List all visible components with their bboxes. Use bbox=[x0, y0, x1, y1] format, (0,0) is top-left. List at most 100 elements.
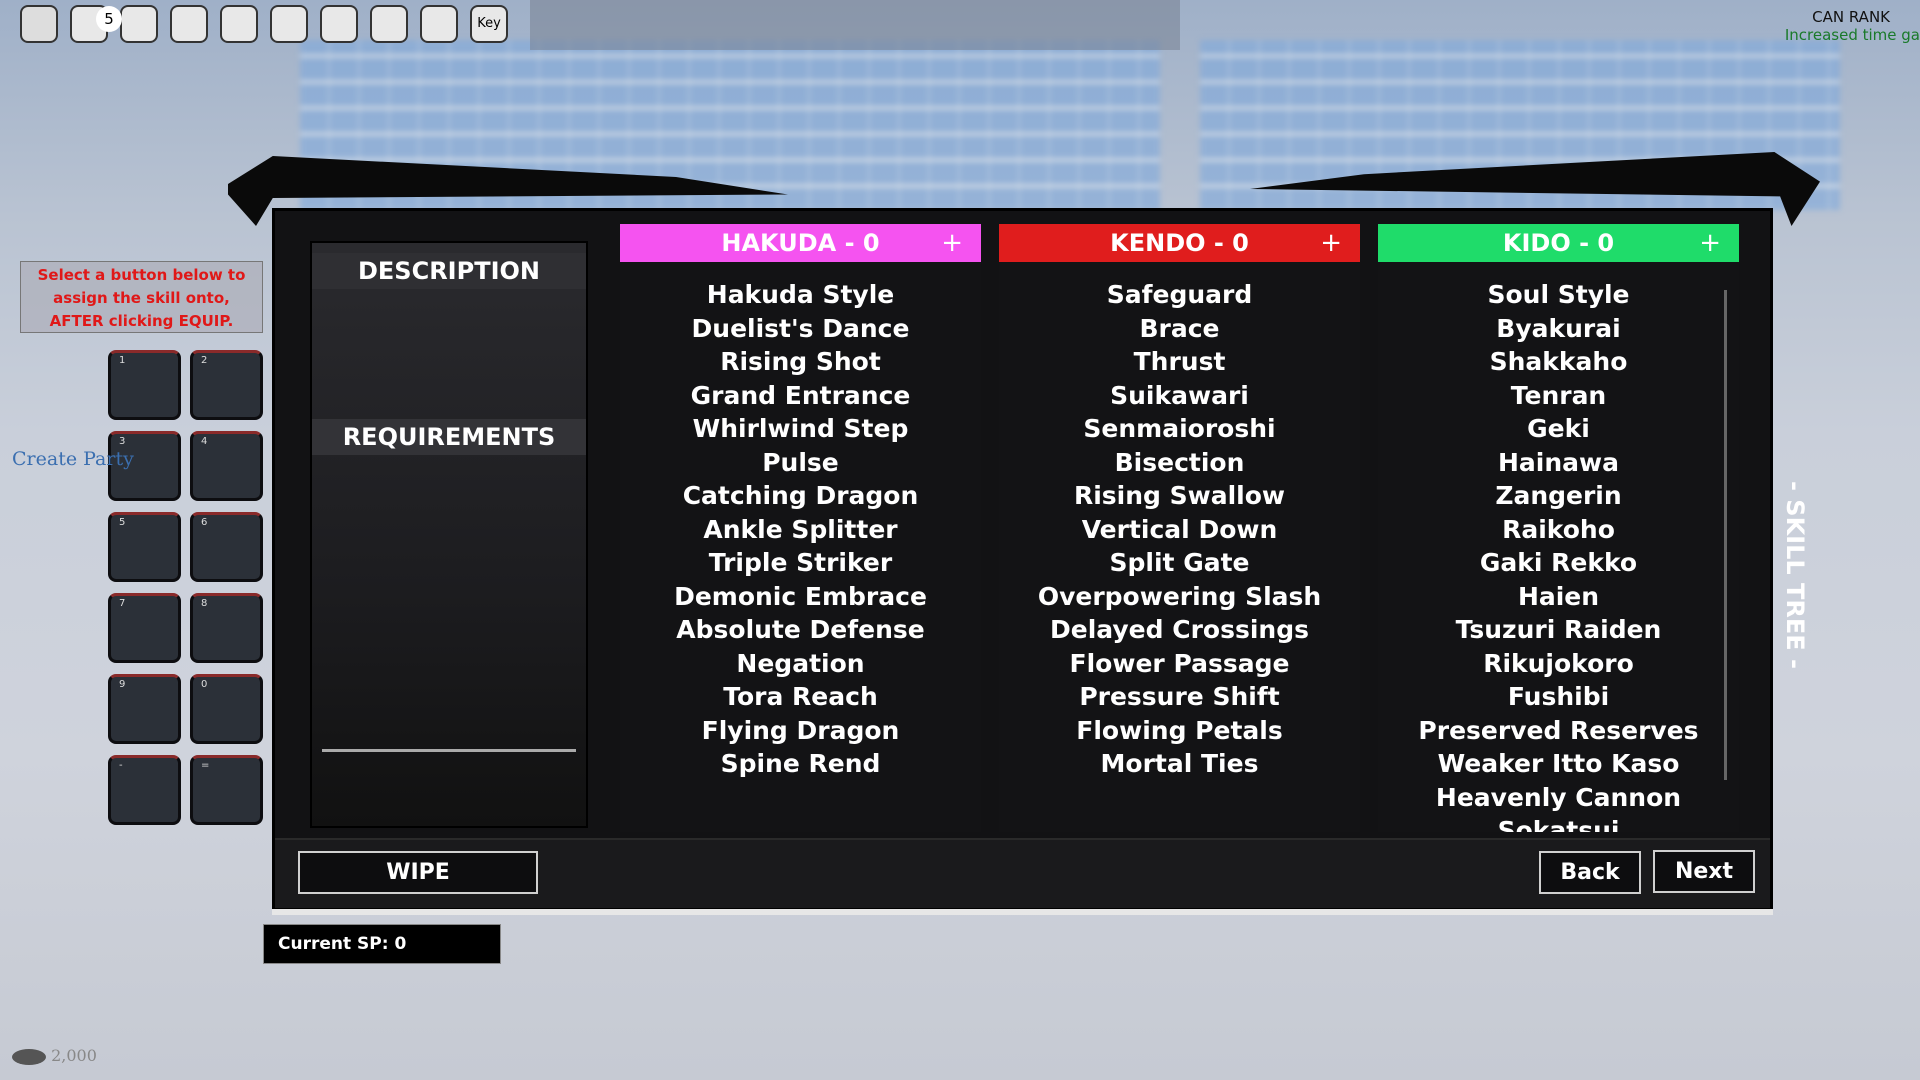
skill-item[interactable]: Bisection bbox=[1114, 447, 1245, 477]
currency-icon bbox=[12, 1048, 46, 1065]
skill-item[interactable]: Rising Swallow bbox=[1073, 481, 1286, 510]
skill-item[interactable]: Whirlwind Step bbox=[692, 414, 909, 443]
skill-slot[interactable]: 1 bbox=[108, 350, 181, 420]
skill-item[interactable]: Pulse bbox=[762, 447, 839, 477]
skill-item[interactable]: Weaker Itto Kaso bbox=[1437, 749, 1680, 778]
skill-item[interactable]: Tenran bbox=[1510, 380, 1607, 410]
skill-item[interactable]: Mortal Ties bbox=[1100, 749, 1259, 778]
skill-item[interactable]: Split Gate bbox=[1109, 548, 1250, 577]
description-box: DESCRIPTION REQUIREMENTS bbox=[310, 241, 588, 828]
skill-item[interactable]: Preserved Reserves bbox=[1418, 715, 1699, 745]
currency-value: 2,000 bbox=[51, 1046, 97, 1065]
rank-subtitle: Increased time ga bbox=[1784, 26, 1920, 44]
skill-item[interactable]: Tora Reach bbox=[723, 682, 878, 711]
toolbar-icon[interactable] bbox=[270, 5, 308, 43]
toolbar-icon[interactable] bbox=[370, 5, 408, 43]
column-title: KENDO - 0 bbox=[1110, 229, 1249, 257]
skill-list: Hakuda Style Duelist's Dance Rising Shot Gr… bbox=[620, 278, 981, 781]
hint-box: Select a button below to assign the skil… bbox=[20, 261, 263, 333]
skill-slot[interactable]: 0 bbox=[190, 674, 263, 744]
skill-item[interactable]: Spine Rend bbox=[720, 749, 881, 778]
skill-item[interactable]: Suikawari bbox=[1110, 380, 1249, 410]
skill-slot[interactable]: 8 bbox=[190, 593, 263, 663]
skill-item[interactable]: Absolute Defense bbox=[676, 615, 925, 644]
skill-item[interactable]: Flying Dragon bbox=[701, 715, 900, 745]
toolbar-icon[interactable] bbox=[20, 5, 58, 43]
wipe-button[interactable]: WIPE bbox=[298, 851, 538, 894]
skill-item[interactable]: Thrust bbox=[1133, 347, 1226, 376]
skill-item[interactable]: Overpowering Slash bbox=[1037, 581, 1322, 611]
add-point-button[interactable]: + bbox=[1699, 228, 1721, 258]
add-point-button[interactable]: + bbox=[941, 228, 963, 258]
skill-item[interactable]: Tsuzuri Raiden bbox=[1455, 615, 1662, 644]
skill-slot[interactable]: - bbox=[108, 755, 181, 825]
divider bbox=[322, 749, 576, 752]
party-label[interactable]: Create Party bbox=[12, 448, 134, 470]
currency: 2,000 bbox=[12, 1046, 97, 1065]
column-header: KIDO - 0 + bbox=[1378, 224, 1739, 262]
skill-item[interactable]: Ankle Splitter bbox=[703, 514, 898, 544]
skill-item[interactable]: Hainawa bbox=[1498, 447, 1619, 477]
column-header: KENDO - 0 + bbox=[999, 224, 1360, 262]
skill-item[interactable]: Flowing Petals bbox=[1076, 715, 1283, 745]
column-title: KIDO - 0 bbox=[1502, 229, 1615, 257]
skill-slot[interactable]: 7 bbox=[108, 593, 181, 663]
skill-item[interactable]: Senmaioroshi bbox=[1083, 414, 1276, 443]
skill-item[interactable]: Gaki Rekko bbox=[1479, 548, 1638, 577]
skill-slot[interactable]: 4 bbox=[190, 431, 263, 501]
rank-title: CAN RANK bbox=[1812, 8, 1890, 26]
top-overlay bbox=[530, 0, 1180, 50]
skill-item[interactable]: Sokatsui bbox=[1497, 816, 1620, 832]
toolbar-icon[interactable] bbox=[320, 5, 358, 43]
skill-item[interactable]: Catching Dragon bbox=[682, 481, 919, 510]
skill-item[interactable]: Heavenly Cannon bbox=[1435, 782, 1682, 812]
skill-item[interactable]: Grand Entrance bbox=[690, 380, 911, 410]
skill-item[interactable]: Rikujokoro bbox=[1483, 648, 1634, 678]
skill-item[interactable]: Soul Style bbox=[1487, 280, 1630, 309]
skill-slot[interactable]: 6 bbox=[190, 512, 263, 582]
skill-item[interactable]: Shakkaho bbox=[1489, 347, 1628, 376]
skill-item[interactable]: Duelist's Dance bbox=[691, 313, 910, 343]
toolbar-icon[interactable] bbox=[170, 5, 208, 43]
skill-item[interactable]: Byakurai bbox=[1496, 313, 1621, 343]
add-point-button[interactable]: + bbox=[1320, 228, 1342, 258]
skill-item[interactable]: Vertical Down bbox=[1081, 514, 1278, 544]
skill-list: Soul Style Byakurai Shakkaho Tenran Geki Hain… bbox=[1378, 278, 1739, 832]
description-heading: DESCRIPTION bbox=[312, 253, 586, 289]
skill-item[interactable]: Brace bbox=[1139, 313, 1220, 343]
skill-slot[interactable]: 9 bbox=[108, 674, 181, 744]
next-button[interactable]: Next bbox=[1653, 850, 1755, 893]
skill-slot[interactable]: 2 bbox=[190, 350, 263, 420]
side-label: - SKILL TREE - bbox=[1781, 480, 1809, 670]
rank-info: CAN RANK Increased time ga bbox=[1785, 8, 1920, 44]
toolbar-icon[interactable]: Key bbox=[470, 5, 508, 43]
skill-item[interactable]: Negation bbox=[736, 648, 865, 678]
skill-item[interactable]: Rising Shot bbox=[720, 347, 881, 376]
toolbar-icon[interactable] bbox=[420, 5, 458, 43]
skill-slot[interactable]: 5 bbox=[108, 512, 181, 582]
skill-slot[interactable]: = bbox=[190, 755, 263, 825]
skill-item[interactable]: Haien bbox=[1517, 581, 1600, 611]
skill-item[interactable]: Zangerin bbox=[1495, 481, 1622, 510]
toolbar-icon[interactable] bbox=[120, 5, 158, 43]
skill-item[interactable]: Fushibi bbox=[1507, 682, 1610, 711]
skill-list: Safeguard Brace Thrust Suikawari Senmaiorosh… bbox=[999, 278, 1360, 781]
skill-column: KIDO - 0 + Soul Style Byakurai Shakkaho Tenra… bbox=[1378, 224, 1739, 832]
skill-item[interactable]: Pressure Shift bbox=[1079, 682, 1280, 711]
skill-item[interactable]: Delayed Crossings bbox=[1050, 615, 1309, 644]
skill-item[interactable]: Flower Passage bbox=[1069, 648, 1290, 678]
current-sp: Current SP: 0 bbox=[263, 924, 501, 964]
back-button[interactable]: Back bbox=[1539, 851, 1641, 894]
skill-item[interactable]: Triple Striker bbox=[708, 548, 893, 577]
skill-item[interactable]: Hakuda Style bbox=[706, 280, 895, 309]
requirements-heading: REQUIREMENTS bbox=[312, 419, 586, 455]
skill-slot[interactable]: 3 bbox=[108, 431, 181, 501]
skill-item[interactable]: Safeguard bbox=[1106, 280, 1253, 309]
column-title: HAKUDA - 0 bbox=[721, 229, 880, 257]
skill-item[interactable]: Raikoho bbox=[1502, 514, 1615, 544]
skill-item[interactable]: Geki bbox=[1527, 414, 1590, 443]
skill-column: KENDO - 0 + Safeguard Brace Thrust Suikawari S… bbox=[999, 224, 1360, 832]
skill-item[interactable]: Demonic Embrace bbox=[674, 581, 927, 611]
toolbar-icon[interactable] bbox=[220, 5, 258, 43]
